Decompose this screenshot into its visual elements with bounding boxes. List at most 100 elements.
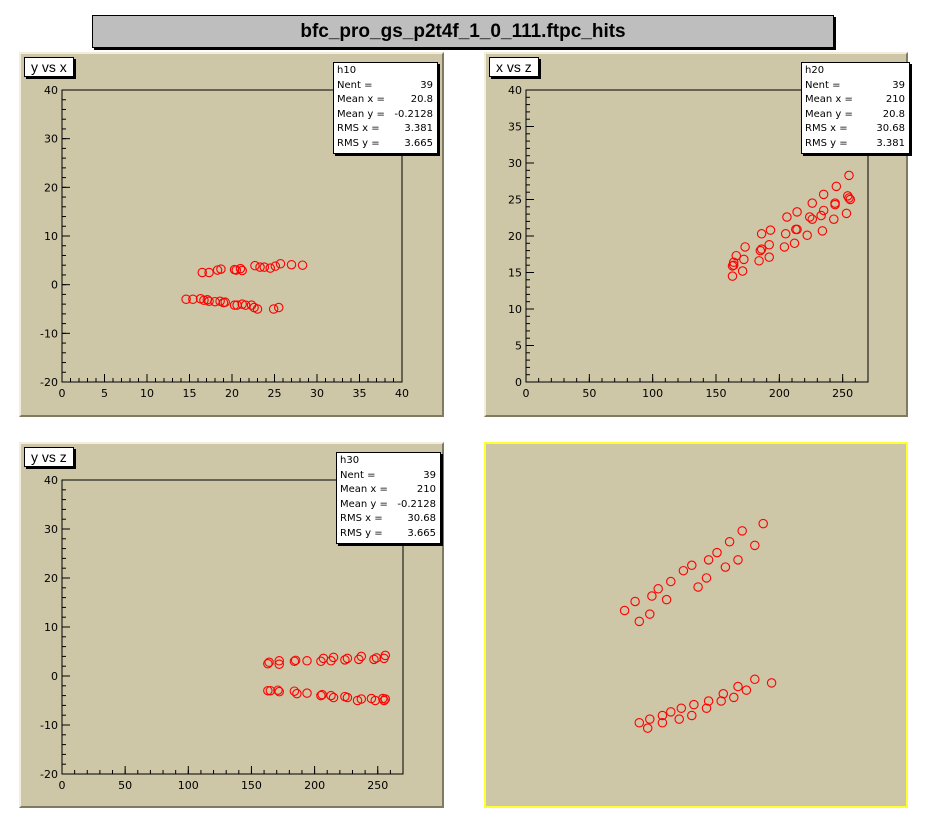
data-point xyxy=(804,212,815,222)
data-point xyxy=(328,692,339,703)
data-point xyxy=(264,657,274,668)
x-tick-label: 25 xyxy=(268,387,282,400)
y-tick-label: 30 xyxy=(508,157,522,170)
y-tick-label: 20 xyxy=(44,572,58,585)
data-point xyxy=(712,547,722,558)
data-point xyxy=(634,717,645,728)
stats-row: RMS x = 3.381 xyxy=(337,122,433,137)
data-point xyxy=(764,240,774,250)
data-point xyxy=(817,226,828,236)
x-tick-label: 10 xyxy=(140,387,154,400)
pad-x-vs-z[interactable]: 0 50 100 150 200 250 0 5 10 15 20 25 30 35 40 x vs z h… xyxy=(484,52,910,417)
stats-row: Mean y = -0.2128 xyxy=(340,498,436,513)
data-point xyxy=(286,259,297,270)
data-point xyxy=(754,256,764,266)
data-point xyxy=(764,252,774,262)
data-point xyxy=(756,229,767,239)
canvas-title: bfc_pro_gs_p2t4f_1_0_111.ftpc_hits xyxy=(92,15,834,48)
data-point xyxy=(703,696,714,706)
data-point xyxy=(845,194,856,205)
x-tick-label: 0 xyxy=(523,387,530,400)
data-point xyxy=(342,653,353,664)
data-point xyxy=(693,582,703,592)
data-point xyxy=(701,703,712,714)
stats-label: RMS x = xyxy=(805,123,848,135)
data-point xyxy=(181,294,191,305)
data-point xyxy=(356,651,367,662)
x-tick-label: 0 xyxy=(59,779,66,792)
data-point xyxy=(750,540,760,551)
y-tick-label: 30 xyxy=(44,523,58,536)
data-point xyxy=(302,688,312,698)
stats-label: Mean x = xyxy=(805,94,853,106)
data-point xyxy=(273,685,283,695)
data-point xyxy=(371,653,382,663)
data-point xyxy=(263,685,273,696)
x-tick-label: 30 xyxy=(310,387,324,400)
stats-label: Nent = xyxy=(337,79,373,91)
y-tick-label: 20 xyxy=(508,230,522,243)
data-point xyxy=(830,198,840,208)
data-point xyxy=(779,242,790,252)
pad-y-vs-z[interactable]: 0 50 100 150 200 250 -20 -10 0 10 20 30 40 y vs z h3… xyxy=(19,442,444,808)
pad-y-vs-x[interactable]: 0 5 10 15 20 25 30 35 40 -20 -10 0 10 20 30 40 y vs x h… xyxy=(19,52,444,417)
data-point xyxy=(645,714,655,724)
data-point xyxy=(844,193,854,203)
x-tick-label: 150 xyxy=(706,387,727,400)
stats-box-h10[interactable]: h10 Nent = 39 Mean x = 20.8 Mean y = -0.2128 RM… xyxy=(333,62,438,154)
y-tick-label: -10 xyxy=(40,719,58,732)
stats-row: Mean x = 20.8 xyxy=(337,93,433,108)
stats-histogram-name: h10 xyxy=(337,65,357,76)
data-point xyxy=(729,692,739,703)
y-tick-label: -20 xyxy=(40,376,58,389)
data-point xyxy=(740,242,750,252)
stats-label: RMS x = xyxy=(340,513,383,525)
y-tick-label: 10 xyxy=(508,303,522,316)
data-point xyxy=(789,238,800,249)
stats-value: 39 xyxy=(892,79,905,91)
stats-row: Nent = 39 xyxy=(805,79,905,94)
data-point xyxy=(802,230,812,241)
plot-svg-1: 0 5 10 15 20 25 30 35 40 -20 -10 0 10 20 30 40 xyxy=(40,84,409,400)
data-point xyxy=(292,688,302,699)
stats-label: Mean x = xyxy=(340,484,388,496)
data-point xyxy=(661,594,672,605)
data-point xyxy=(758,518,768,529)
stats-value: 30.68 xyxy=(876,123,905,135)
plot-svg-4 xyxy=(619,518,777,733)
stats-row: Nent = 39 xyxy=(340,469,436,484)
stats-value: 210 xyxy=(416,484,436,496)
stats-box-h30[interactable]: h30 Nent = 39 Mean x = 210 Mean y = -0.2128 RMS… xyxy=(336,452,441,544)
data-point xyxy=(274,302,284,313)
data-point xyxy=(630,596,640,607)
data-point xyxy=(701,573,712,583)
data-point xyxy=(274,686,284,697)
y-tick-label: 40 xyxy=(44,84,58,97)
data-point xyxy=(369,654,379,665)
data-point xyxy=(657,717,668,728)
data-point xyxy=(720,562,731,572)
data-point xyxy=(274,656,284,666)
data-point xyxy=(727,271,738,281)
stats-value: -0.2128 xyxy=(397,498,436,510)
y-tick-label: 0 xyxy=(51,670,58,683)
y-tick-label: 20 xyxy=(44,181,58,194)
pad-3d-view[interactable] xyxy=(484,442,908,808)
data-point xyxy=(733,681,743,692)
stats-value: 3.381 xyxy=(876,137,905,149)
stats-value: 20.8 xyxy=(882,108,905,120)
data-point xyxy=(634,616,645,627)
data-point xyxy=(718,689,729,699)
y-tick-label: -10 xyxy=(40,327,58,340)
data-point xyxy=(237,265,247,276)
stats-value: -0.2128 xyxy=(394,108,433,120)
data-point xyxy=(250,260,260,271)
stats-box-h20[interactable]: h20 Nent = 39 Mean x = 210 Mean y = 20.8 RMS x … xyxy=(801,62,910,154)
stats-value: 30.68 xyxy=(407,513,436,525)
stats-value: 210 xyxy=(885,94,905,106)
x-tick-label: 0 xyxy=(59,387,66,400)
data-point xyxy=(724,536,735,547)
y-tick-label: 0 xyxy=(51,279,58,292)
stats-value: 39 xyxy=(423,469,436,481)
data-point xyxy=(755,245,766,256)
